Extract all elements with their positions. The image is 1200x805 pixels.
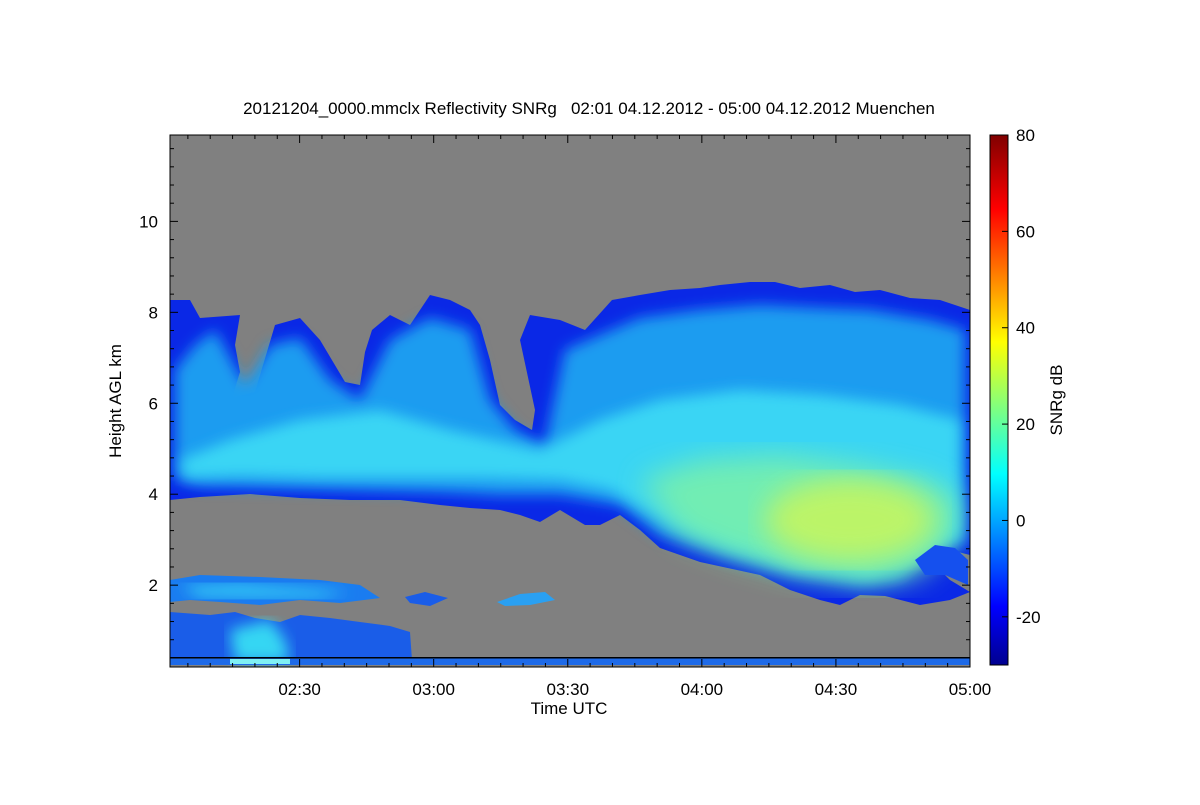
colorbar-tick-label: 80	[1016, 126, 1035, 145]
lower-right-patch	[915, 545, 968, 585]
colorbar-tick-label: 40	[1016, 319, 1035, 338]
y-tick-label: 6	[149, 394, 158, 413]
x-axis-label: Time UTC	[531, 699, 608, 718]
colorbar-tick-label: 0	[1016, 511, 1025, 530]
y-tick-label: 8	[149, 303, 158, 322]
surface-clutter-bright	[230, 659, 290, 664]
low-cloud-core	[180, 584, 350, 598]
colorbar-tick-label: 60	[1016, 222, 1035, 241]
low-cloud-lower	[170, 612, 412, 662]
x-tick-label: 05:00	[949, 680, 992, 699]
colorbar-ticks: -20 0 20 40 60 80	[1002, 126, 1041, 627]
surface-clutter	[170, 658, 970, 665]
upper-cloud-max	[765, 478, 935, 562]
colorbar-label: SNRg dB	[1047, 365, 1066, 436]
y-tick-label: 10	[139, 212, 158, 231]
y-axis: 2 4 6 8 10	[139, 148, 970, 659]
low-cloud-column	[230, 620, 290, 662]
colorbar-tick-label: 20	[1016, 415, 1035, 434]
x-tick-label: 03:00	[412, 680, 455, 699]
y-axis-label: Height AGL km	[106, 344, 125, 458]
x-tick-label: 04:30	[815, 680, 858, 699]
x-tick-label: 04:00	[681, 680, 724, 699]
x-tick-label: 02:30	[278, 680, 321, 699]
chart-title: 20121204_0000.mmclx Reflectivity SNRg 02…	[243, 99, 935, 118]
echo-patch-1	[405, 592, 448, 606]
x-tick-label: 03:30	[546, 680, 589, 699]
colorbar-tick-label: -20	[1016, 608, 1041, 627]
colorbar	[989, 134, 1009, 666]
plot-frame	[169, 134, 971, 668]
surface-clutter-top	[170, 657, 970, 659]
y-tick-label: 4	[149, 485, 158, 504]
x-axis: 02:30 03:00 03:30 04:00 04:30 05:00	[187, 135, 992, 699]
y-tick-label: 2	[149, 576, 158, 595]
echo-patch-2	[497, 592, 555, 606]
echo-field	[170, 282, 970, 665]
